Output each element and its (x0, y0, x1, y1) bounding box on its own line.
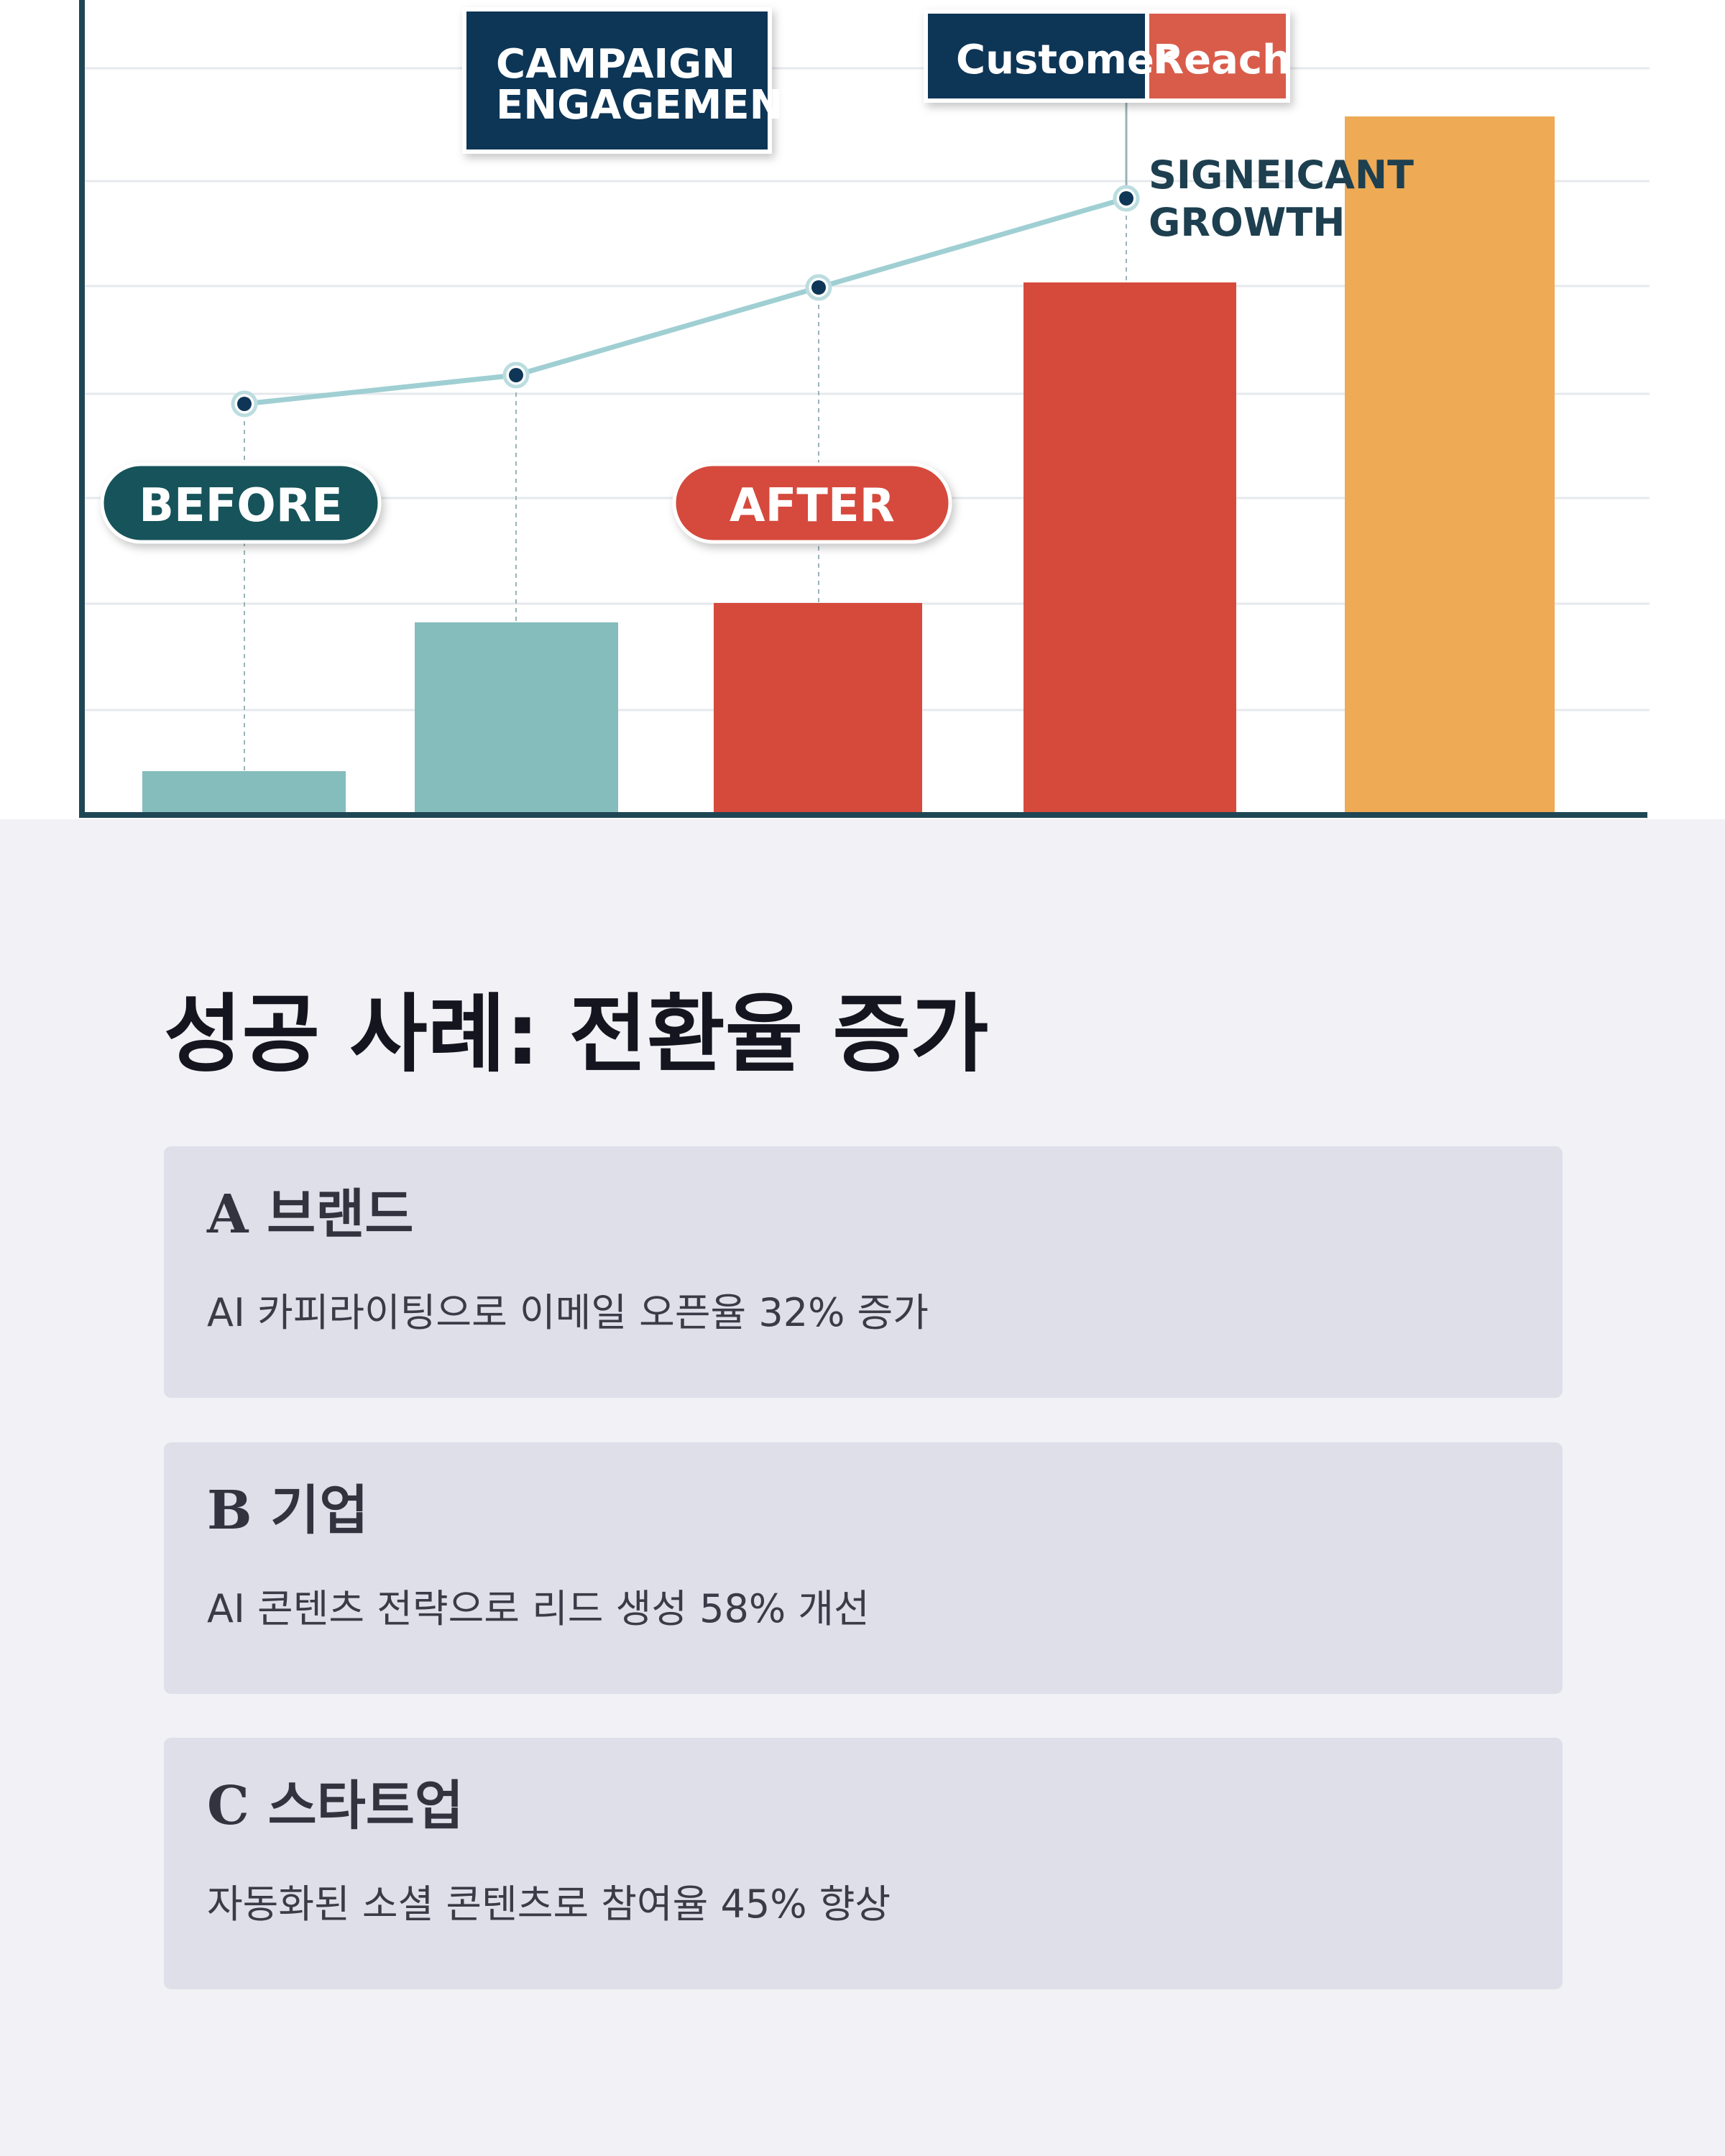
bar-3 (714, 603, 922, 814)
case-title: C 스타트업 (207, 1775, 464, 1837)
chart-graphic: CAMPAIGN ENGAGEMENT Customer Reach SIGNE… (79, 0, 1650, 818)
growth-annotation-line2: GROWTH (1149, 200, 1345, 245)
hero-chart-illustration: CAMPAIGN ENGAGEMENT Customer Reach SIGNE… (0, 0, 1725, 819)
customer-reach-label (924, 9, 1290, 103)
growth-annotation-line1: SIGNEICANT (1149, 152, 1414, 198)
case-description: 자동화된 소셜 콘텐츠로 참여율 45% 향상 (207, 1881, 891, 1927)
success-cases-section: 성공 사례: 전환율 증가 A 브랜드 AI 카피라이팅으로 이메일 오픈율 3… (0, 819, 1725, 2156)
trend-line (242, 195, 1129, 407)
case-description: AI 카피라이팅으로 이메일 오픈율 32% 증가 (207, 1290, 929, 1335)
case-description: AI 콘텐츠 전략으로 리드 생성 58% 개선 (207, 1586, 870, 1631)
campaign-engagement-label (462, 7, 772, 154)
bar-2 (415, 622, 618, 814)
reach-label: Reach (1153, 37, 1291, 83)
bar-4 (1024, 282, 1236, 814)
campaign-label-line1: CAMPAIGN (496, 41, 735, 88)
campaign-label-line2: ENGAGEMENT (496, 82, 811, 129)
before-label: BEFORE (139, 479, 343, 533)
before-pill (100, 462, 382, 544)
after-pill (672, 462, 952, 544)
after-label: AFTER (730, 479, 895, 533)
case-card-c: C 스타트업 자동화된 소셜 콘텐츠로 참여율 45% 향상 (164, 1738, 1563, 1989)
bar-1 (142, 771, 346, 814)
case-title: A 브랜드 (207, 1184, 414, 1245)
case-card-b: B 기업 AI 콘텐츠 전략으로 리드 생성 58% 개선 (164, 1442, 1563, 1694)
trend-points (231, 185, 1140, 418)
case-card-a: A 브랜드 AI 카피라이팅으로 이메일 오픈율 32% 증가 (164, 1146, 1563, 1398)
customer-label: Customer (956, 37, 1174, 83)
page-title: 성공 사례: 전환율 증가 (164, 985, 989, 1084)
bar-5 (1345, 116, 1555, 814)
case-title: B 기업 (207, 1480, 369, 1542)
